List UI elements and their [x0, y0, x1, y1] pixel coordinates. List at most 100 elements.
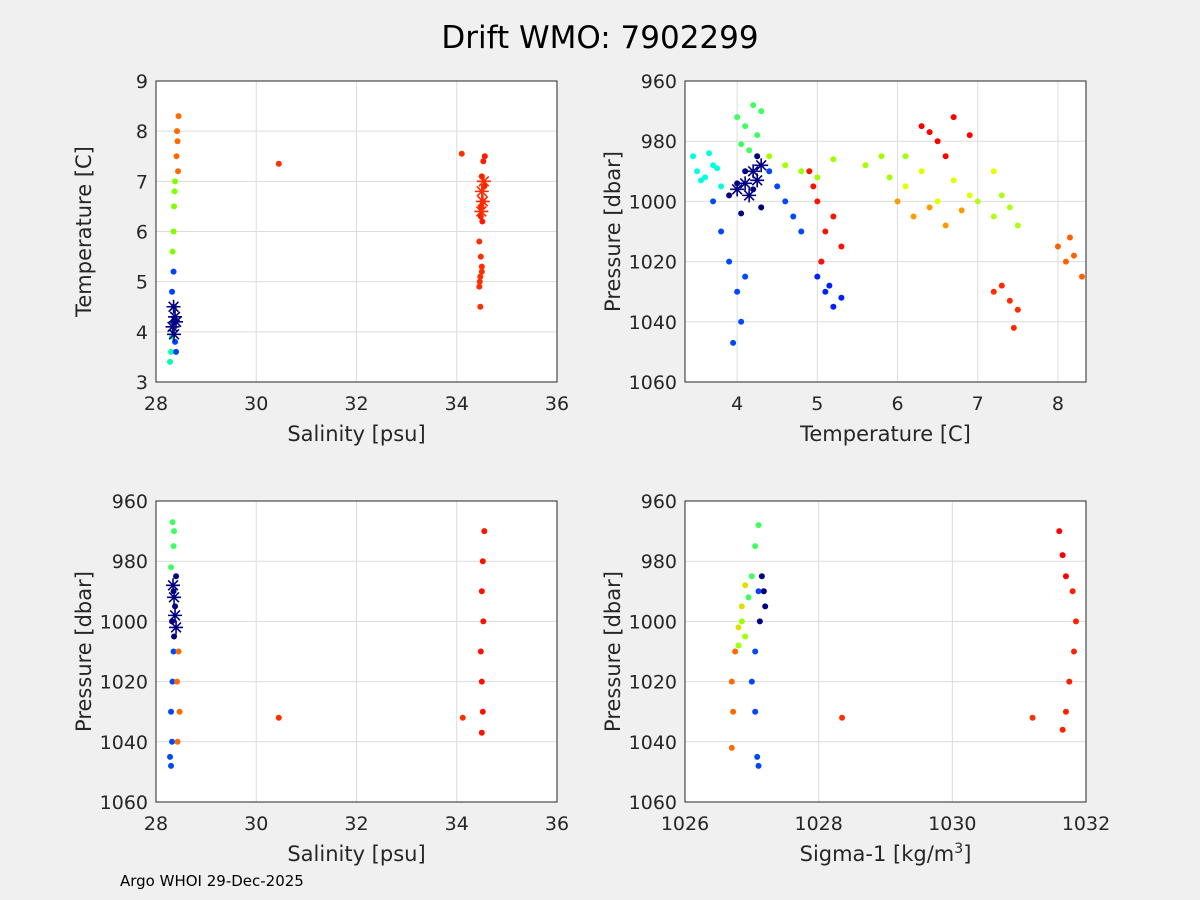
- y-tick-label: 960: [112, 491, 148, 513]
- axes-background: [685, 81, 1086, 382]
- y-tick-label: 1000: [629, 611, 677, 633]
- data-point: [762, 603, 769, 610]
- data-point: [477, 253, 484, 260]
- data-point: [810, 183, 817, 190]
- data-point: [476, 238, 483, 245]
- data-point: [814, 273, 821, 280]
- series-group: [728, 522, 1079, 769]
- data-point: [746, 147, 753, 154]
- data-point: [826, 282, 833, 289]
- data-point-star: [169, 314, 184, 329]
- data-point: [830, 303, 837, 310]
- data-point: [974, 198, 981, 205]
- data-point: [479, 218, 486, 225]
- data-point: [175, 168, 182, 175]
- series-red-top: [918, 114, 973, 160]
- data-point: [170, 543, 177, 550]
- series-orange-col: [728, 648, 739, 751]
- series-red-col: [1059, 588, 1079, 733]
- y-tick-label: 1000: [100, 611, 148, 633]
- data-point: [738, 603, 745, 610]
- data-point: [174, 138, 181, 145]
- data-point: [758, 108, 765, 115]
- y-tick-label: 980: [641, 551, 677, 573]
- data-point: [726, 258, 733, 265]
- data-point: [169, 738, 176, 745]
- data-point: [754, 132, 761, 139]
- data-point: [478, 588, 485, 595]
- data-point-star: [738, 176, 753, 191]
- x-tick-label: 32: [344, 393, 368, 415]
- x-tick-label: 30: [244, 393, 268, 415]
- series-orange-mid: [894, 198, 965, 229]
- data-point: [1062, 258, 1069, 265]
- series-lime: [735, 618, 749, 649]
- axes-ps: 28 30 32 34 36 960 980 1000 1020 1040 1060 Salinity…: [72, 491, 569, 866]
- data-point: [170, 228, 177, 235]
- data-point: [481, 528, 488, 535]
- data-point: [942, 153, 949, 160]
- data-point: [173, 348, 180, 355]
- data-point: [990, 288, 997, 295]
- axes-background: [685, 501, 1086, 802]
- data-point: [478, 263, 485, 270]
- data-point-star: [168, 309, 183, 324]
- data-point: [966, 132, 973, 139]
- x-tick-label: 5: [811, 393, 823, 415]
- data-point: [718, 228, 725, 235]
- data-point: [706, 150, 713, 157]
- data-point: [742, 273, 749, 280]
- series-green-top: [168, 519, 178, 571]
- x-axis-label-end: ]: [963, 842, 971, 866]
- x-tick-label: 7: [972, 393, 984, 415]
- axes-psig: 1026 1028 1030 1032 960 980 1000 1020 1040 1060 Si…: [601, 491, 1110, 866]
- data-point: [1072, 618, 1079, 625]
- data-point: [275, 714, 282, 721]
- data-point: [169, 248, 176, 255]
- data-point: [748, 573, 755, 580]
- series-group: [166, 519, 488, 769]
- data-point: [830, 213, 837, 220]
- data-point: [480, 618, 487, 625]
- data-point: [1070, 648, 1077, 655]
- data-point: [790, 213, 797, 220]
- y-tick-label: 1060: [629, 372, 677, 394]
- data-point: [950, 177, 957, 184]
- data-point: [822, 288, 829, 295]
- data-point: [934, 198, 941, 205]
- data-point-star: [167, 590, 182, 605]
- data-point: [766, 168, 773, 175]
- data-point: [690, 153, 697, 160]
- data-point: [730, 708, 737, 715]
- data-point: [950, 114, 957, 121]
- figure-title: Drift WMO: 7902299: [441, 20, 758, 56]
- data-point: [752, 648, 759, 655]
- y-tick-label: 960: [641, 71, 677, 93]
- x-tick-label: 1026: [661, 813, 709, 835]
- data-point: [730, 339, 737, 346]
- data-point: [926, 129, 933, 136]
- data-point: [998, 282, 1005, 289]
- data-point: [174, 738, 181, 745]
- data-point: [694, 168, 701, 175]
- data-point: [1078, 273, 1085, 280]
- x-axis-label: Salinity [psu]: [287, 422, 425, 446]
- axes-frame: [684, 80, 1087, 383]
- series-group: [690, 102, 1085, 346]
- data-point: [479, 708, 486, 715]
- y-tick-label: 6: [136, 222, 148, 244]
- x-tick-label: 30: [244, 813, 268, 835]
- x-tick-label: 34: [445, 813, 469, 835]
- data-point: [958, 207, 965, 214]
- data-point: [755, 588, 762, 595]
- data-point: [774, 183, 781, 190]
- y-tick-label: 1060: [100, 792, 148, 814]
- series-stars-navy: [166, 578, 184, 635]
- data-point: [745, 594, 752, 601]
- series-orange-top: [173, 113, 182, 175]
- axes-pt: 4 5 6 7 8 960 980 1000 1020 1040 1060 Temperature […: [601, 71, 1087, 446]
- y-tick-label: 1020: [629, 672, 677, 694]
- y-tick-label: 8: [136, 121, 148, 143]
- data-point: [1062, 573, 1069, 580]
- series-green-band: [766, 153, 909, 181]
